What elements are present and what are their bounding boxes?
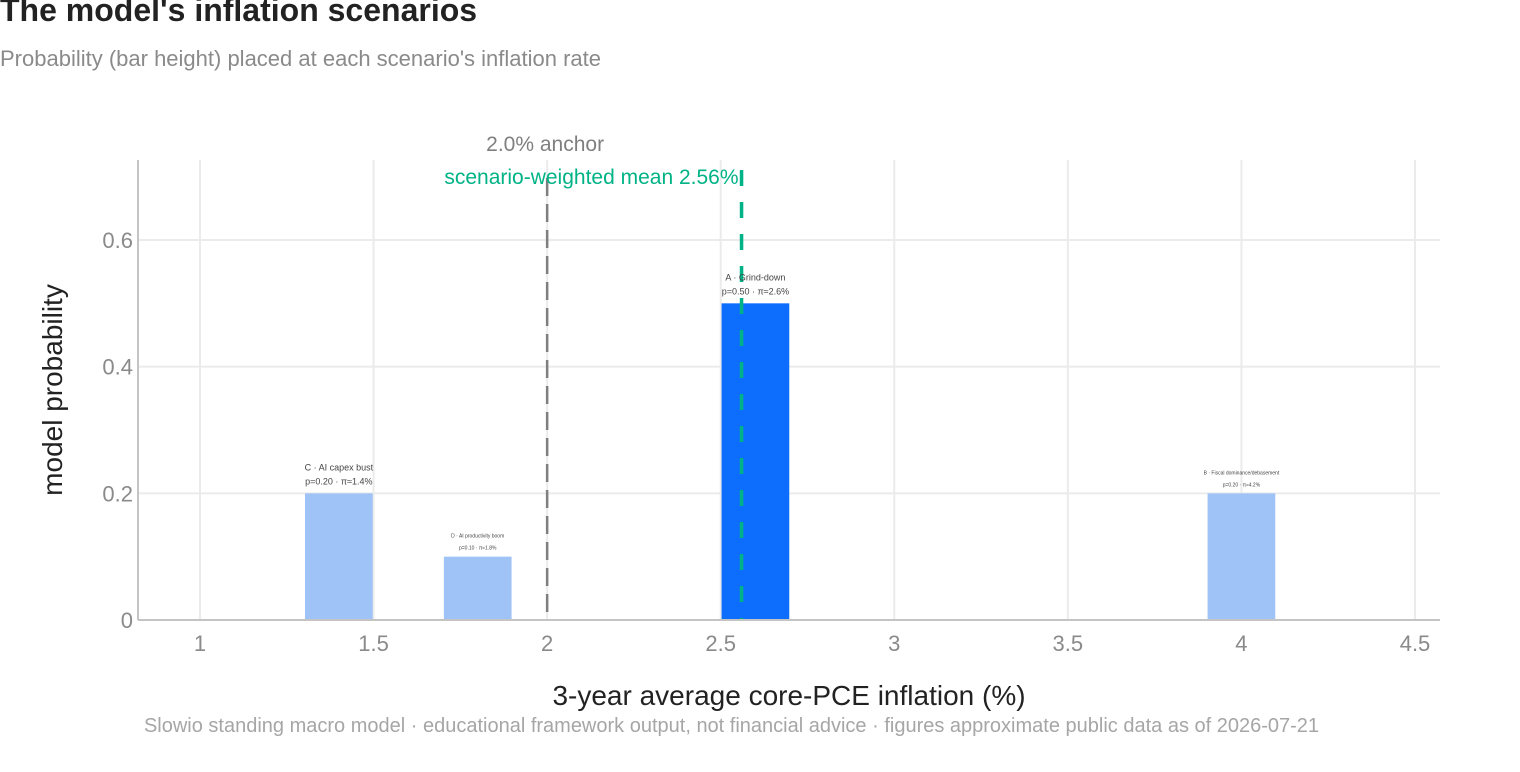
y-tick-label: 0 (121, 608, 133, 633)
bar-label-prob: p=0.10 · π≈1.8% (459, 546, 497, 552)
bar-label-name: D · AI productivity boom (451, 534, 504, 540)
chart-subtitle: Probability (bar height) placed at each … (0, 46, 601, 71)
bar (305, 493, 373, 620)
anchor-reference-label: 2.0% anchor (486, 133, 604, 156)
label-layer: C · AI capex bust p=0.20 · π≈1.4% D · AI p… (305, 133, 1280, 552)
bar-layer (305, 303, 1276, 620)
x-tick-label: 2 (541, 631, 553, 656)
y-tick-label: 0.6 (102, 228, 133, 253)
reference-line-layer (545, 170, 744, 620)
x-tick-label: 4 (1235, 631, 1247, 656)
x-tick-label: 3 (888, 631, 900, 656)
bar-label-prob: p=0.20 · π≈1.4% (305, 476, 372, 486)
bar (443, 556, 512, 620)
x-axis-title: 3-year average core-PCE inflation (%) (552, 680, 1025, 711)
mean-reference-label: scenario-weighted mean 2.56% (444, 166, 738, 189)
bar-label-prob: p=0.50 · π≈2.6% (722, 286, 789, 296)
y-tick-label: 0.2 (102, 481, 133, 506)
x-tick-label: 3.5 (1053, 631, 1084, 656)
bar-label-prob: p=0.20 · π≈4.2% (1223, 482, 1261, 488)
x-tick-label: 2.5 (705, 631, 736, 656)
y-axis-title: model probability (37, 284, 68, 496)
bar-label-name: A · Grind-down (725, 272, 785, 282)
axis-layer: 1 1.5 2 2.5 3 3.5 4 4.5 0 0.2 0.4 0.6 (102, 160, 1440, 656)
footer-note: Slowio standing macro model · educationa… (143, 715, 1320, 737)
chart-title: The model's inflation scenarios (0, 0, 478, 28)
bar-label-name: C · AI capex bust (305, 462, 374, 472)
x-tick-label: 1 (194, 631, 206, 656)
bar (1207, 493, 1276, 620)
bar-label-name: B · Fiscal dominance/debasement (1204, 470, 1280, 476)
x-tick-label: 4.5 (1400, 631, 1431, 656)
bar (721, 303, 790, 620)
y-tick-label: 0.4 (102, 355, 133, 380)
x-tick-label: 1.5 (358, 631, 389, 656)
